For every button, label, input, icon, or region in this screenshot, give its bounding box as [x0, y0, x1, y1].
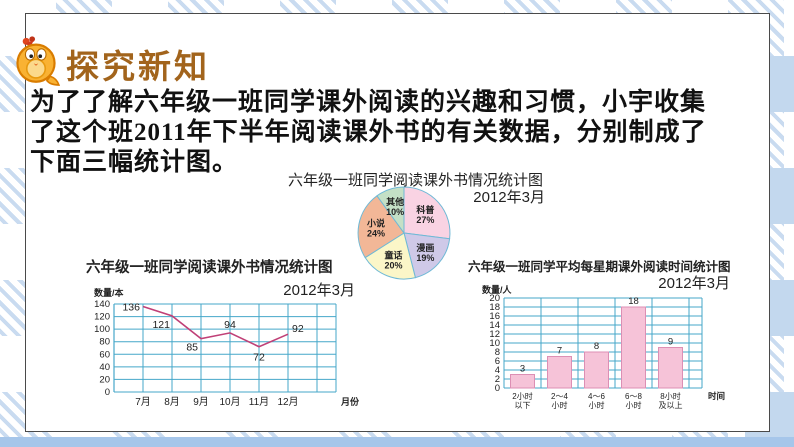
data-point-label: 94: [224, 319, 236, 331]
pie-slice: [364, 232, 417, 280]
bar-value-label: 3: [520, 364, 525, 375]
bar: [510, 374, 535, 389]
x-tick-label: 2～4 小时: [551, 392, 568, 410]
x-tick-label: 2小时以下: [512, 391, 532, 410]
x-axis-unit: 时间: [708, 391, 725, 401]
bar: [584, 351, 609, 389]
bar-chart-title: 六年级一班同学平均每星期课外阅读时间统计图: [468, 260, 731, 274]
x-tick-label: 8月: [164, 396, 180, 408]
y-tick-label: 80: [99, 337, 110, 348]
pie-slice-label: 小说 24%: [366, 218, 385, 239]
pie-chart-title: 六年级一班同学阅读课外书情况统计图: [288, 172, 544, 189]
x-tick-label: 6～8 小时: [625, 392, 642, 410]
x-tick-label: 8小时及以上: [659, 391, 683, 410]
bar: [547, 356, 572, 389]
y-tick-label: 140: [94, 299, 110, 310]
pie-slice: [403, 186, 451, 240]
y-tick-label: 4: [495, 365, 500, 376]
y-tick-label: 0: [105, 387, 110, 398]
line-chart-y-unit: 数量/本: [94, 288, 124, 298]
data-point-label: 92: [292, 323, 304, 335]
pie-slice-label: 漫画 19%: [416, 242, 434, 263]
y-tick-label: 6: [495, 356, 500, 367]
y-tick-label: 10: [489, 338, 500, 349]
y-tick-label: 100: [94, 324, 110, 335]
x-tick-label: 7月: [135, 396, 151, 408]
x-tick-label: 4～6 小时: [588, 392, 605, 410]
y-tick-label: 14: [489, 320, 500, 331]
y-tick-label: 120: [94, 312, 110, 323]
bar-value-label: 7: [557, 346, 562, 357]
y-tick-label: 20: [99, 374, 110, 385]
data-point-label: 72: [253, 352, 265, 364]
bar-value-label: 9: [668, 337, 673, 348]
intro-paragraph: 为了了解六年级一班同学课外阅读的兴趣和习惯，小宇收集 了这个班2011年下半年阅…: [30, 88, 730, 178]
y-tick-label: 40: [99, 362, 110, 373]
y-tick-label: 8: [495, 347, 500, 358]
pie-slice-label: 科普 27%: [416, 204, 434, 225]
pie-slice: [376, 186, 405, 235]
pie-slice-label: 其他 10%: [386, 196, 404, 217]
pie-chart-subtitle: 2012年3月: [473, 189, 545, 206]
y-tick-label: 0: [495, 383, 500, 394]
bar-chart-subtitle: 2012年3月: [658, 275, 730, 292]
line-chart-title: 六年级一班同学阅读课外书情况统计图: [86, 260, 333, 276]
paragraph-line: 了这个班2011年下半年阅读课外书的有关数据，分别制成了: [30, 119, 707, 146]
slide-header: 探究新知: [12, 33, 210, 94]
y-tick-label: 12: [489, 329, 500, 340]
y-tick-label: 20: [489, 293, 500, 304]
paragraph-line: 为了了解六年级一班同学课外阅读的兴趣和习惯，小宇收集: [30, 89, 707, 116]
x-tick-label: 9月: [193, 396, 209, 408]
data-line: [142, 305, 289, 348]
pie-slice: [403, 232, 451, 279]
line-chart-subtitle: 2012年3月: [283, 282, 355, 299]
data-point-label: 136: [122, 302, 140, 314]
paragraph-line: 下面三幅统计图。: [30, 149, 239, 176]
x-axis-unit: 月份: [340, 396, 360, 407]
pie-chart: 科普 27% 漫画 19% 童话 20% 小说 24%其他 10%: [357, 186, 451, 280]
bar-value-label: 18: [628, 296, 639, 307]
chick-mascot-icon: [12, 33, 61, 94]
y-tick-label: 16: [489, 311, 500, 322]
bar-value-label: 8: [594, 341, 599, 352]
pie-slice-label: 童话 20%: [384, 250, 402, 271]
data-point-label: 85: [186, 342, 198, 354]
y-tick-label: 2: [495, 374, 500, 385]
x-tick-label: 12月: [277, 396, 298, 408]
y-tick-label: 60: [99, 349, 110, 360]
bar: [658, 347, 683, 389]
x-tick-label: 10月: [219, 396, 240, 408]
bar: [621, 306, 646, 389]
bar-chart-y-unit: 数量/人: [482, 285, 512, 295]
x-tick-label: 11月: [249, 396, 269, 408]
bottom-strip: [0, 437, 794, 447]
y-tick-label: 18: [489, 302, 500, 313]
page-title: 探究新知: [66, 47, 210, 85]
pie-slice: [357, 195, 405, 259]
data-point-label: 121: [152, 319, 170, 331]
